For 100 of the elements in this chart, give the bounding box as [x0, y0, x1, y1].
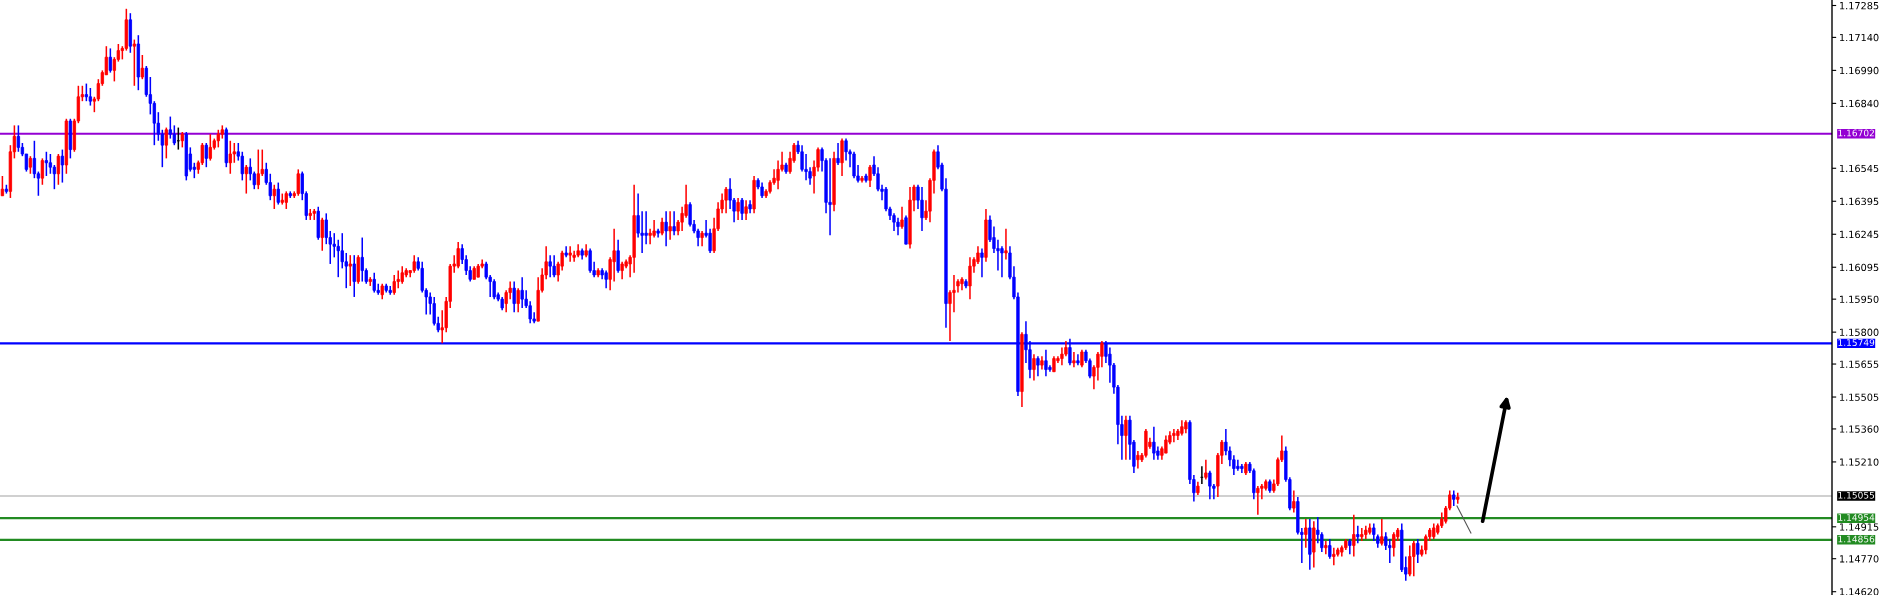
- candlestick: [1204, 458, 1208, 481]
- candlestick: [1292, 489, 1296, 514]
- candlestick: [744, 199, 748, 221]
- candlestick: [644, 210, 648, 245]
- candlestick: [108, 47, 113, 74]
- candlestick: [648, 227, 652, 245]
- candlestick: [1036, 355, 1040, 377]
- candlestick: [1416, 538, 1420, 564]
- candlestick: [248, 157, 252, 182]
- candlestick: [516, 287, 520, 314]
- candlestick: [828, 157, 832, 237]
- y-tick-label: 1.15655: [1840, 360, 1879, 368]
- candlestick: [1044, 348, 1048, 377]
- candlestick: [1004, 227, 1008, 261]
- candlestick: [244, 164, 248, 195]
- candlestick: [388, 285, 392, 296]
- candlestick: [392, 274, 396, 296]
- candlestick: [140, 54, 144, 80]
- candlestick: [1208, 469, 1212, 501]
- candlestick: [1360, 527, 1364, 542]
- candlestick: [1032, 353, 1036, 382]
- candlestick: [672, 210, 676, 237]
- candlestick: [548, 254, 552, 278]
- candlestick: [256, 148, 260, 190]
- candlestick: [552, 254, 556, 278]
- candlestick: [740, 197, 744, 221]
- candlestick: [360, 236, 364, 283]
- ref-line-label: 1.15749: [1838, 339, 1875, 346]
- candlestick: [1124, 414, 1128, 461]
- y-tick-label: 1.15210: [1840, 458, 1879, 466]
- candlestick: [724, 186, 728, 215]
- candlestick: [56, 153, 61, 186]
- candlestick: [1324, 540, 1328, 556]
- candlestick: [836, 142, 840, 166]
- candlestick: [352, 254, 356, 298]
- candlestick: [1352, 513, 1356, 558]
- candlestick: [48, 153, 53, 175]
- y-tick-label: 1.17140: [1840, 33, 1879, 42]
- candlestick: [1236, 458, 1240, 472]
- y-tick-label: 1.14770: [1840, 555, 1879, 563]
- candlestick: [320, 216, 324, 252]
- y-tick-label: 1.16545: [1840, 164, 1879, 173]
- candlestick: [588, 247, 592, 274]
- candlestick: [32, 140, 37, 179]
- y-tick-label: 1.15800: [1840, 328, 1879, 336]
- y-tick-label: 1.14620: [1840, 588, 1879, 595]
- candlestick: [208, 133, 212, 162]
- candlestick: [132, 38, 136, 87]
- candlestick: [1304, 518, 1308, 549]
- y-tick-label: 1.16245: [1840, 230, 1879, 239]
- candlestick: [312, 208, 316, 221]
- candlestick: [840, 137, 844, 177]
- y-tick-label: 1.14915: [1840, 523, 1879, 531]
- candlestick: [1412, 540, 1416, 578]
- candlestick: [1356, 524, 1360, 545]
- candlestick: [1380, 518, 1384, 547]
- y-tick-label: 1.15950: [1840, 295, 1879, 303]
- candlestick: [368, 276, 372, 287]
- candlestick: [1172, 428, 1176, 443]
- ref-line-label: 1.14954: [1838, 514, 1875, 521]
- candlestick: [44, 151, 49, 177]
- ref-line-label: 1.14856: [1838, 535, 1875, 543]
- candlestick: [664, 210, 668, 248]
- candlestick: [920, 186, 924, 232]
- candlestick: [736, 197, 740, 221]
- candlestick: [492, 278, 496, 300]
- candlestick: [164, 126, 168, 160]
- ref-line-label: 1.15055: [1838, 491, 1875, 499]
- candlestick: [1136, 450, 1140, 470]
- candlestick: [1072, 351, 1076, 369]
- candlestick: [296, 168, 300, 197]
- candlestick: [968, 256, 972, 300]
- candlestick: [372, 271, 376, 294]
- candlestick: [348, 254, 352, 287]
- candlestick: [1256, 485, 1260, 516]
- candlestick: [456, 241, 460, 270]
- candlestick: [1152, 425, 1156, 461]
- candlestick: [1392, 531, 1396, 558]
- candlestick: [276, 181, 280, 206]
- candlestick: [1328, 538, 1332, 560]
- candlestick: [1408, 544, 1412, 578]
- y-tick-label: 1.16095: [1840, 263, 1879, 272]
- candlestick: [1240, 463, 1244, 474]
- candlestick: [40, 157, 45, 186]
- candlestick: [868, 164, 872, 188]
- candlestick: [900, 206, 904, 230]
- candlestick: [272, 184, 276, 210]
- candlestick: [204, 142, 208, 168]
- y-tick-label: 1.17285: [1840, 1, 1879, 10]
- candlestick: [616, 238, 620, 274]
- candlestick: [852, 151, 856, 179]
- candlestick: [1332, 546, 1336, 567]
- ref-line-label: 1.16702: [1838, 129, 1874, 137]
- candlestick: [668, 210, 672, 241]
- candlestick: [168, 115, 172, 140]
- candlestick: [16, 124, 21, 153]
- candlestick: [520, 276, 524, 309]
- candlestick: [512, 280, 516, 314]
- candlestick: [60, 148, 65, 184]
- candlestick: [568, 245, 572, 263]
